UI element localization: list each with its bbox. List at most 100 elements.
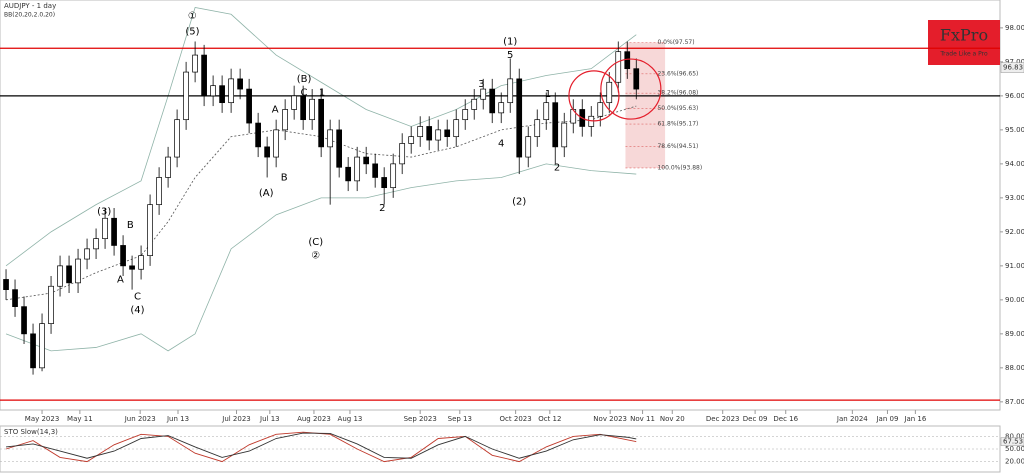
candle-body: [417, 126, 424, 138]
y-tick-label: 88.00: [1005, 364, 1024, 372]
y-tick-label: 50.00: [1005, 445, 1024, 453]
candle-body: [444, 129, 451, 138]
fib-label: 61.8%(95.17): [657, 121, 698, 128]
x-tick-label: Aug 13: [338, 415, 363, 423]
wave-label: 2: [379, 203, 385, 214]
candle-body: [543, 102, 550, 121]
wave-label: ①: [188, 11, 197, 22]
price-panel: [0, 0, 1001, 411]
y-tick-label: 20.00: [1005, 458, 1024, 466]
candle-body: [345, 166, 352, 182]
x-tick-label: Jul 13: [259, 415, 280, 423]
brand-logo: [928, 20, 1000, 65]
x-tick-label: Jan 16: [903, 415, 926, 423]
candle-body: [525, 136, 532, 158]
wave-label: (1): [503, 36, 517, 47]
candle-body: [246, 88, 252, 124]
candle-body: [30, 333, 36, 369]
x-tick-label: Dec 16: [773, 415, 798, 423]
wave-label: C: [301, 87, 308, 98]
candle-body: [318, 98, 324, 148]
bollinger-band: [5, 105, 637, 301]
bollinger-band: [5, 7, 637, 267]
candle-body: [516, 78, 523, 158]
last-value-box: [1000, 437, 1024, 446]
candle-body: [291, 95, 297, 110]
candle-body: [192, 54, 198, 73]
candle-body: [156, 177, 162, 206]
candle-body: [426, 126, 433, 141]
candle-body: [111, 217, 117, 246]
candle-body: [624, 51, 631, 70]
y-tick-label: 93.00: [1005, 194, 1024, 202]
wave-label: 1: [319, 87, 325, 98]
x-tick-label: Dec 2023: [706, 415, 740, 423]
y-tick-label: 98.00: [1005, 24, 1024, 32]
wave-label: C: [134, 291, 141, 302]
y-tick-label: 89.00: [1005, 330, 1024, 338]
stochastic-line: [5, 431, 637, 463]
brand-tagline: Trade Like a Pro: [939, 51, 988, 58]
x-tick-label: Aug 2023: [297, 415, 331, 423]
highlight-circle: [600, 58, 662, 120]
wave-label: A: [272, 104, 279, 115]
y-tick-label: 80.00: [1005, 432, 1024, 440]
candle-body: [597, 102, 604, 117]
candle-body: [219, 85, 225, 104]
last-value-label: 67.53: [1003, 438, 1023, 446]
candle-body: [282, 109, 288, 131]
x-tick-label: May 11: [67, 415, 93, 423]
candle-body: [147, 204, 153, 257]
wave-label: (5): [185, 26, 199, 37]
candle-body: [615, 51, 622, 83]
x-tick-label: Sep 2023: [404, 415, 437, 423]
wave-label: A: [117, 274, 124, 285]
candle-body: [228, 78, 234, 104]
candle-body: [534, 119, 541, 138]
candle-body: [66, 265, 72, 284]
x-tick-label: Nov 20: [660, 415, 685, 423]
fib-label: 23.6%(96.65): [657, 70, 698, 77]
candle-body: [39, 323, 45, 369]
candle-body: [498, 102, 505, 114]
stochastic-line: [5, 432, 637, 459]
wave-label: 2: [554, 162, 560, 173]
x-tick-label: Jan 09: [875, 415, 898, 423]
fib-zone: [625, 42, 666, 168]
candle-body: [633, 68, 640, 90]
last-price-box: [1000, 62, 1024, 73]
wave-label: 4: [498, 138, 504, 149]
x-tick-label: Nov 2023: [593, 415, 627, 423]
candle-body: [237, 78, 243, 90]
last-price-label: 96.83: [1003, 64, 1023, 72]
candle-body: [480, 88, 487, 100]
wave-label: (B): [297, 74, 312, 85]
candle-body: [552, 102, 559, 148]
candle-body: [75, 258, 81, 284]
candle-body: [453, 119, 460, 138]
wave-label: (4): [130, 305, 144, 316]
candle-body: [255, 122, 261, 148]
y-tick-label: 92.00: [1005, 228, 1024, 236]
x-tick-label: Oct 2023: [500, 415, 532, 423]
wave-label: B: [127, 220, 134, 231]
candle-body: [372, 163, 379, 178]
y-tick-label: 94.00: [1005, 160, 1024, 168]
wave-label: 3: [478, 79, 484, 90]
candle-body: [300, 95, 306, 121]
candle-body: [21, 306, 27, 335]
x-tick-label: Jul 2023: [221, 415, 251, 423]
chart-title: AUDJPY - 1 day: [4, 2, 56, 10]
candle-body: [462, 109, 469, 121]
plot: 98.00 97.00 96.00 95.00 94.00 93.00 92.00 91.00…: [0, 7, 1024, 466]
candle-body: [327, 129, 334, 148]
candle-body: [381, 177, 388, 189]
candle-body: [390, 163, 397, 189]
candle-body: [507, 78, 514, 104]
x-tick-label: Sep 13: [448, 415, 472, 423]
fib-label: 100.0%(93.88): [657, 164, 702, 171]
candle-body: [354, 156, 361, 182]
fib-label: 78.6%(94.51): [657, 143, 698, 150]
x-tick-label: Oct 12: [538, 415, 561, 423]
